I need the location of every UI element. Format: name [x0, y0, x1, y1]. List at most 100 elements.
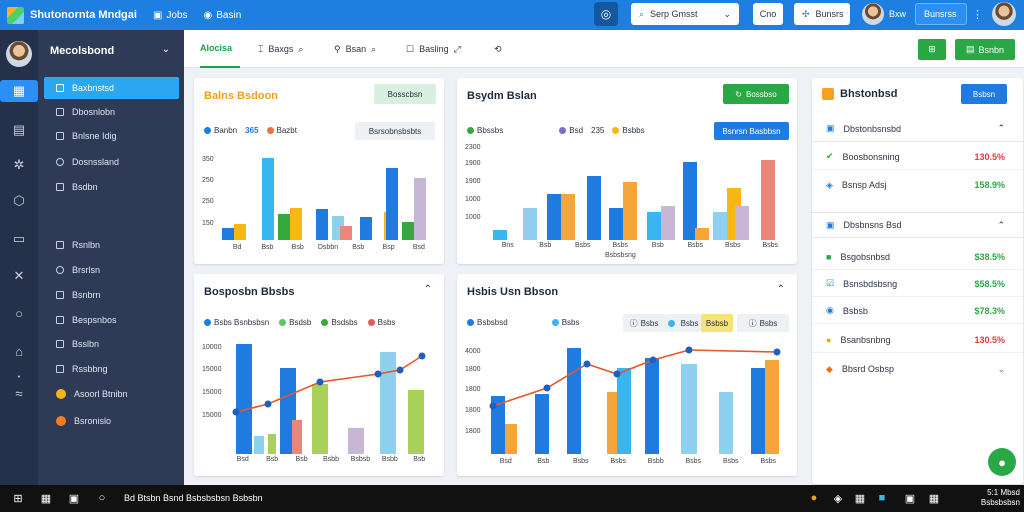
panel-row[interactable]: ◉ Bsbsb $78.3% [812, 298, 1023, 324]
tab-baxgs[interactable]: ⌶ Baxgs ⌕ [258, 30, 303, 68]
layers-icon[interactable]: ≈ [15, 385, 23, 401]
sidebar-item-5[interactable]: Rsnlbn [44, 234, 179, 256]
sidebar-item-9[interactable]: Bsslbn [44, 333, 179, 355]
chevron-up-icon[interactable]: ⌃ [423, 284, 432, 295]
app-grid-icon[interactable]: ▦ [40, 492, 52, 505]
shield-icon[interactable]: ⬡ [13, 193, 25, 208]
windows-start-icon[interactable]: ⊞ [13, 492, 23, 505]
clock[interactable]: 5:1 Mbsd Bsbsbsbsn [946, 488, 1020, 508]
message-icon[interactable]: ▭ [12, 231, 26, 246]
item-icon [56, 132, 64, 140]
bunsrs-button[interactable]: ✣ Bunsrs [794, 3, 850, 25]
x-tick: Bns [501, 242, 514, 249]
book-icon[interactable]: ▤ [12, 122, 26, 137]
trend-line-path [492, 349, 778, 407]
users-icon[interactable]: ⌂ [15, 343, 23, 359]
user-avatar[interactable] [862, 3, 884, 25]
taskbar-search[interactable]: Bd Btsbn Bsnd Bsbsbsbsn Bsbsbn [124, 493, 263, 503]
tab-bsan[interactable]: ⚲ Bsan ⌕ [334, 30, 376, 68]
chart-bar [380, 352, 396, 454]
sidebar-item-11[interactable]: Asoorl Btnibn [44, 383, 179, 405]
chart-bar [505, 424, 517, 454]
x-tick: Bsb [537, 458, 550, 465]
sidebar-avatar[interactable] [6, 41, 32, 67]
grid-icon[interactable]: ▦ [854, 492, 866, 505]
sidebar-item-7[interactable]: Bsnbrn [44, 284, 179, 306]
taskbar: ⊞ ▦ ▣ ○ Bd Btsbn Bsnd Bsbsbsbsn Bsbsbn ●… [0, 485, 1024, 512]
y-tick: 1800 [465, 386, 481, 393]
search-icon[interactable]: ○ [98, 492, 106, 504]
filter-chip[interactable]: ⓘ Bsbs [737, 314, 789, 332]
app-icon[interactable]: ■ [878, 492, 886, 504]
grid-icon: ▤ [965, 44, 975, 54]
sidebar-item-2[interactable]: Bnlsne Idig [44, 125, 179, 147]
chevron-down-icon[interactable]: ⌄ [161, 44, 170, 55]
filter-chip[interactable]: Bsbs [665, 314, 701, 332]
legend-label: Bsbs [377, 318, 396, 327]
filter-button[interactable]: Bsnrsn Basbbsn [714, 122, 789, 140]
row-pct: $58.5% [974, 278, 1005, 289]
chart-bar [493, 230, 507, 240]
tab-refresh[interactable]: ⟲ [494, 30, 502, 68]
tab-alocisa[interactable]: Alocisa [200, 30, 240, 68]
x-tick: Bsb [266, 456, 279, 463]
sidebar-item-12[interactable]: Bsronislo [44, 410, 179, 432]
chart-bar [617, 368, 631, 454]
search-dropdown[interactable]: ⌕ Serp Gmsst ⌄ [631, 3, 739, 25]
sidebar-item-3[interactable]: Dosnssland [44, 151, 179, 173]
filter-chip[interactable]: Bsbsb [701, 314, 733, 332]
bunsrss-button[interactable]: Bunsrss [915, 3, 967, 25]
copy-icon[interactable]: ▣ [904, 492, 916, 505]
panel-row[interactable]: ● Bsanbsnbng 130.5% [812, 327, 1023, 353]
sidebar-item-8[interactable]: Bespsnbos [44, 309, 179, 331]
trend-point [418, 352, 426, 360]
chart-bar [587, 176, 601, 240]
grid-icon[interactable]: ▦ [928, 492, 940, 505]
sidebar-item-1[interactable]: Dbosnlobn [44, 101, 179, 123]
sun-icon[interactable]: ● [810, 492, 818, 504]
panel-row[interactable]: ◆ Bbsrd Osbsp ⌄ [812, 356, 1023, 382]
nav-jobs[interactable]: ▣ Jobs [153, 10, 188, 21]
item-icon [56, 416, 66, 426]
x-tick: Bsbs [574, 242, 591, 249]
panel-row[interactable]: ◈ Bsnsp Adsj 158.9% [812, 172, 1023, 198]
sidebar-item-6[interactable]: Brsrlsn [44, 259, 179, 281]
bsnbn-button[interactable]: ▤ Bsnbn [955, 39, 1015, 60]
chart-bar [547, 194, 561, 240]
bossbso-button[interactable]: ↻ Bossbso [723, 84, 789, 104]
more-vert-icon[interactable]: ⋮ [972, 9, 983, 21]
filter-chip[interactable]: ⓘ Bsbs [623, 314, 665, 332]
legend-dot [266, 127, 274, 135]
tab-basling[interactable]: ☐ Basling ⤢ [406, 30, 461, 68]
add-button[interactable]: ⊞ [918, 39, 946, 60]
panel-row[interactable]: ✔ Boosbonsning 130.5% [812, 144, 1023, 170]
section-2[interactable]: ▣ Dbsbnsns Bsd ⌃ [812, 212, 1023, 238]
panel-row[interactable]: ■ Bsgobsnbsd $38.5% [812, 244, 1023, 270]
filter-chip[interactable]: Bsrsobnsbsbts [355, 122, 435, 140]
record-button[interactable]: ◎ [594, 2, 618, 26]
sidebar-item-10[interactable]: Rssbbng [44, 358, 179, 380]
item-icon [56, 108, 64, 116]
x-tick: Bsbs [760, 458, 777, 465]
shield-icon[interactable]: ◈ [833, 492, 843, 505]
card-title: Hsbis Usn Bbson [467, 286, 559, 298]
folder-icon[interactable]: ▣ [68, 492, 80, 505]
sidebar-item-4[interactable]: Bsdbn [44, 176, 179, 198]
panel-row[interactable]: ☑ Bsnsbdsbsng $58.5% [812, 271, 1023, 297]
nav-basin[interactable]: ◉ Basin [204, 10, 242, 21]
panel-button[interactable]: Bsbsn [961, 84, 1007, 104]
chevron-up-icon: ⌃ [997, 219, 1005, 230]
chevron-down-icon: ⌄ [997, 363, 1005, 374]
dashboard-icon[interactable]: ▦ [0, 80, 38, 102]
profile-avatar[interactable] [992, 2, 1016, 26]
bosscbsn-button[interactable]: Bosscbsn [374, 84, 436, 104]
chat-icon: ● [998, 454, 1006, 470]
chat-fab[interactable]: ● [988, 448, 1016, 476]
section-1[interactable]: ▣ Dbstonbsnsbd ⌃ [812, 116, 1023, 142]
sidebar-item-0[interactable]: Baxbnstsd [44, 77, 179, 99]
search-icon[interactable]: ○ [15, 305, 23, 321]
chevron-up-icon[interactable]: ⌃ [776, 284, 785, 295]
network-icon[interactable]: ✕ [13, 268, 25, 283]
ctrl-button[interactable]: Cno [753, 3, 783, 25]
settings-icon[interactable]: ✲ [13, 157, 25, 172]
